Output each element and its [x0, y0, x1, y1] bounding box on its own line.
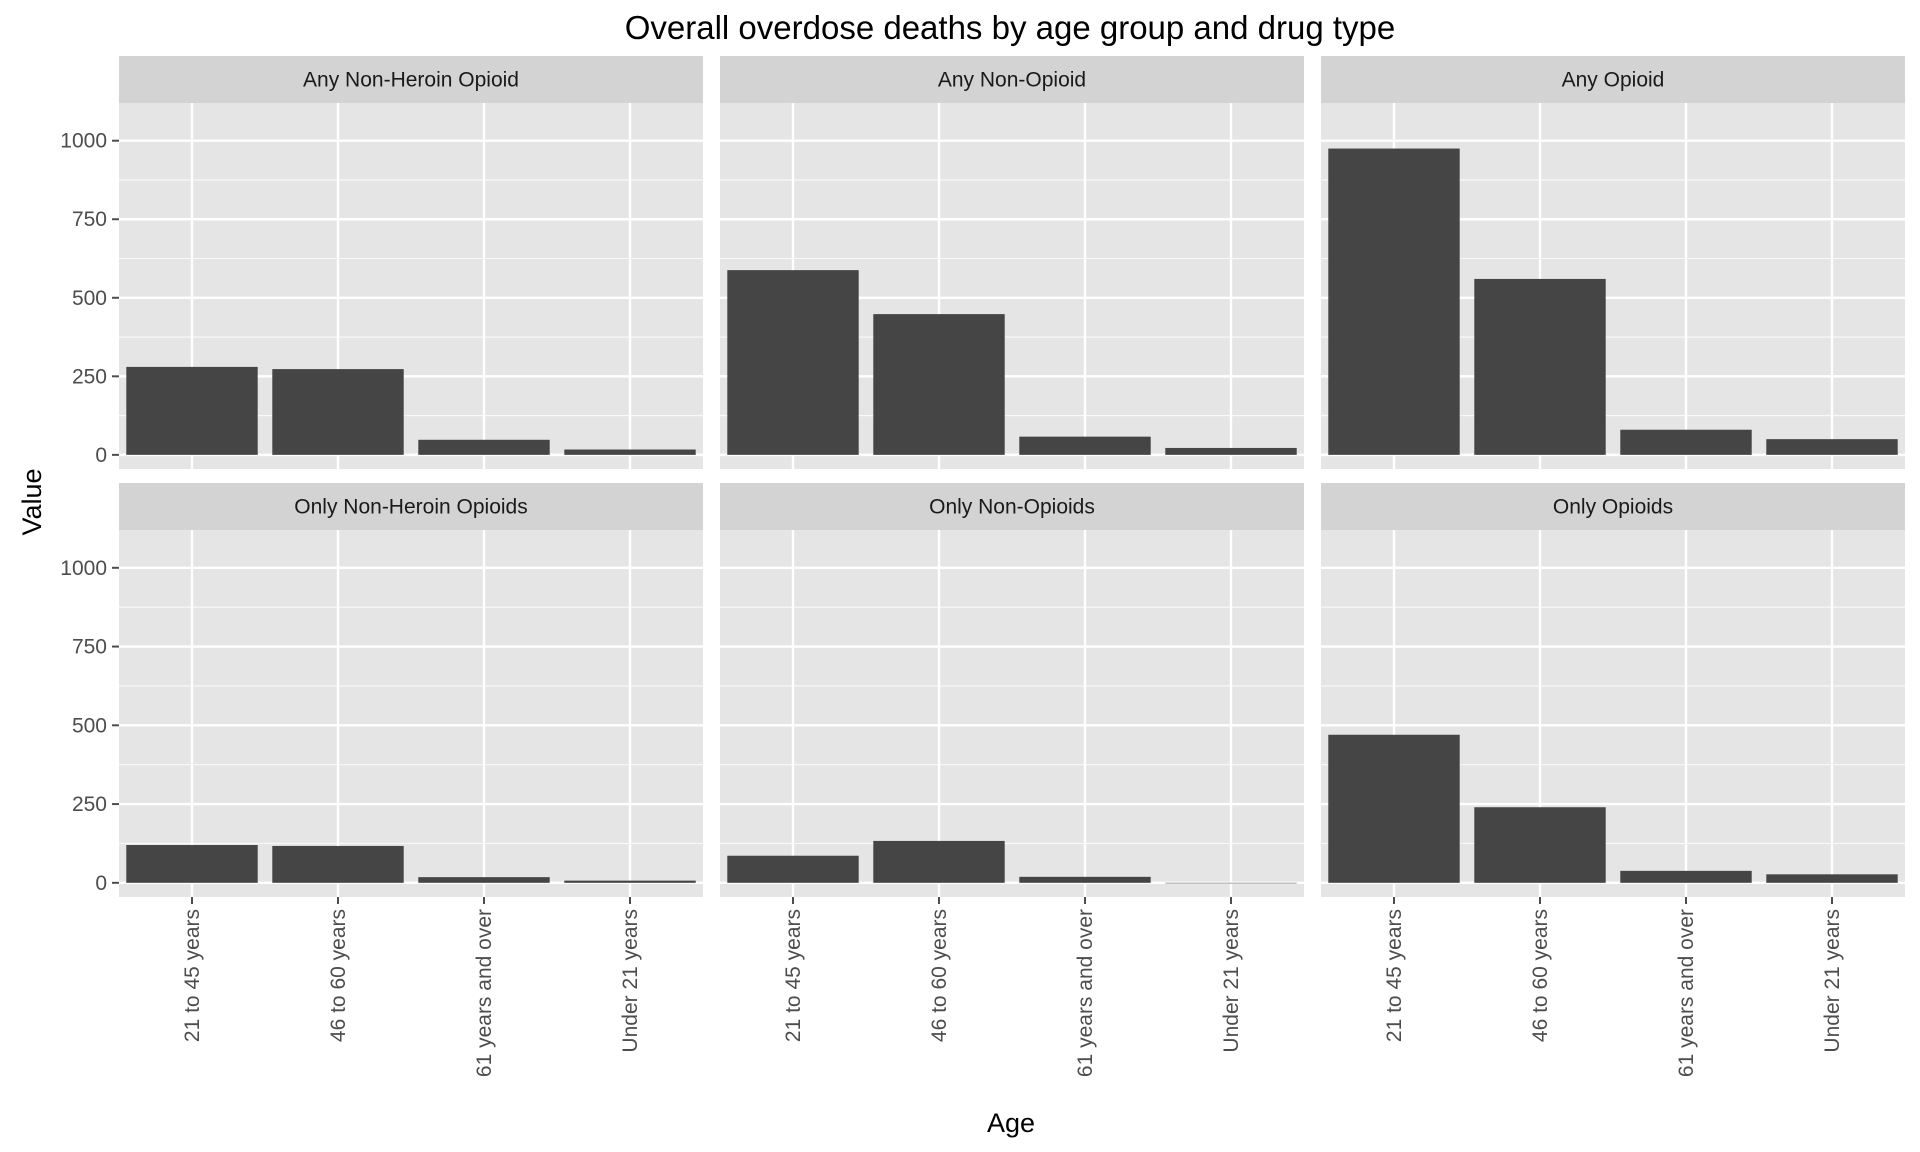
x-tick-label: 21 to 45 years	[181, 909, 204, 1042]
bar	[1328, 734, 1460, 883]
facet-strip-label: Any Non-Opioid	[938, 69, 1086, 92]
bar	[1019, 436, 1151, 455]
bar	[272, 369, 404, 455]
bar	[1474, 278, 1606, 455]
y-tick-label: 500	[72, 287, 107, 310]
facet-strip	[720, 56, 1304, 103]
bar	[1165, 447, 1297, 455]
x-tick-label: Under 21 years	[1220, 909, 1243, 1053]
facet-strip-label: Only Non-Opioids	[929, 496, 1095, 519]
facet-panel: Only Opioids 21 to 45 years 46 to 60 years…	[1321, 483, 1905, 1077]
panel-background	[119, 530, 703, 897]
bar	[126, 366, 258, 455]
facet-strip-label: Only Non-Heroin Opioids	[294, 496, 527, 519]
facet-strip	[119, 56, 703, 103]
y-axis-title: Value	[17, 468, 47, 535]
bar	[1620, 870, 1752, 883]
bar	[727, 270, 859, 455]
y-tick-label: 750	[72, 208, 107, 231]
facet-panel: Any Non-Heroin Opioid 0 250 500 750 1000	[60, 56, 703, 469]
facet-panel: Only Non-Opioids 21 to 45 years 46 to 60 y…	[720, 483, 1304, 1077]
bar	[564, 449, 696, 455]
x-tick-label: 46 to 60 years	[1529, 909, 1552, 1042]
y-tick-label: 500	[72, 714, 107, 737]
bar	[126, 845, 258, 883]
facet-panel: Any Opioid	[1321, 56, 1905, 469]
bar	[727, 855, 859, 883]
bar	[873, 840, 1005, 883]
bar	[418, 439, 550, 455]
x-tick-label: 21 to 45 years	[782, 909, 805, 1042]
bar	[1620, 429, 1752, 455]
bar	[564, 880, 696, 883]
facet-panel: Any Non-Opioid	[720, 56, 1304, 469]
bar	[1019, 876, 1151, 883]
bar	[1165, 882, 1297, 884]
facet-strip	[1321, 56, 1905, 103]
x-tick-label: Under 21 years	[619, 909, 642, 1053]
y-tick-label: 1000	[60, 557, 107, 580]
bar	[1766, 874, 1898, 883]
facet-strip	[119, 483, 703, 530]
y-tick-label: 750	[72, 636, 107, 659]
bar	[873, 314, 1005, 455]
bar	[418, 877, 550, 883]
bar	[1766, 439, 1898, 455]
panel-background	[720, 530, 1304, 897]
x-tick-label: Under 21 years	[1821, 909, 1844, 1053]
x-tick-label: 61 years and over	[1675, 909, 1698, 1077]
x-tick-label: 46 to 60 years	[327, 909, 350, 1042]
bar	[272, 845, 404, 883]
facet-strip-label: Any Opioid	[1562, 69, 1665, 92]
facet-strip-label: Any Non-Heroin Opioid	[303, 69, 519, 92]
y-tick-label: 0	[95, 872, 107, 895]
y-tick-label: 250	[72, 793, 107, 816]
bar	[1474, 807, 1606, 883]
x-axis-title: Age	[987, 1108, 1035, 1138]
bar	[1328, 148, 1460, 455]
x-tick-label: 46 to 60 years	[928, 909, 951, 1042]
y-tick-label: 1000	[60, 130, 107, 153]
facet-strip	[720, 483, 1304, 530]
x-tick-label: 21 to 45 years	[1383, 909, 1406, 1042]
x-tick-label: 61 years and over	[1074, 909, 1097, 1077]
chart-title: Overall overdose deaths by age group and…	[625, 9, 1396, 46]
y-tick-label: 250	[72, 365, 107, 388]
facet-strip-label: Only Opioids	[1553, 496, 1673, 519]
x-tick-label: 61 years and over	[473, 909, 496, 1077]
facet-panel: Only Non-Heroin Opioids 0 250 500 750 1000 21 …	[60, 483, 703, 1077]
facet-strip	[1321, 483, 1905, 530]
y-tick-label: 0	[95, 444, 107, 467]
